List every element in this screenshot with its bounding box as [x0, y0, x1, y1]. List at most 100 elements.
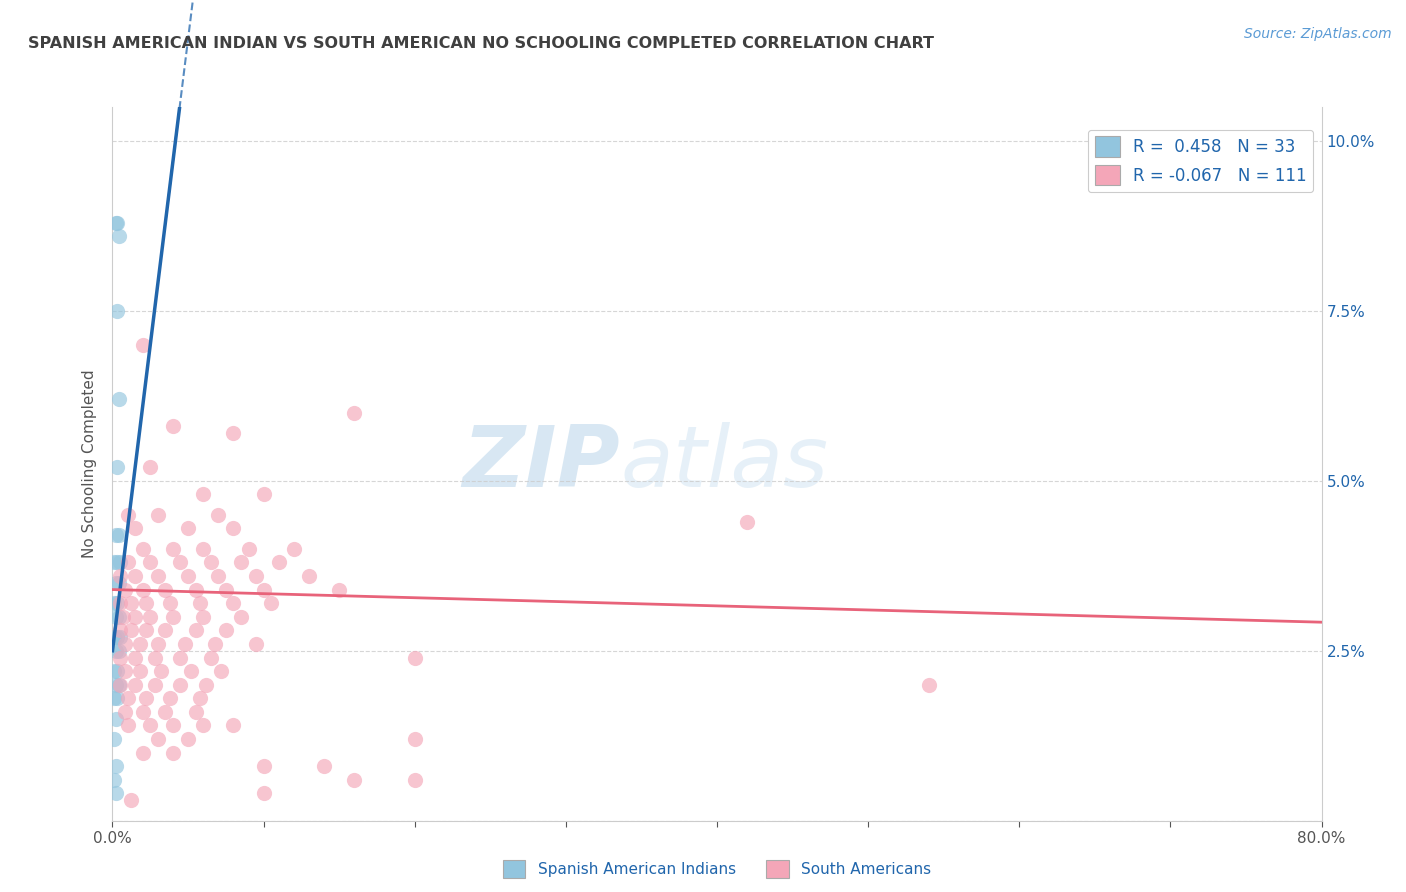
Point: [104, 678, 127, 692]
Point: [104, 759, 127, 773]
Point: [177, 732, 200, 747]
Point: [200, 650, 222, 665]
Point: [253, 787, 276, 801]
Point: [105, 691, 128, 706]
Point: [229, 609, 252, 624]
Point: [105, 630, 128, 644]
Point: [177, 521, 200, 535]
Point: [132, 746, 155, 760]
Point: [188, 596, 211, 610]
Point: [162, 541, 184, 556]
Point: [139, 460, 162, 475]
Y-axis label: No Schooling Completed: No Schooling Completed: [82, 369, 97, 558]
Point: [117, 555, 139, 569]
Point: [107, 644, 129, 658]
Point: [253, 582, 276, 597]
Point: [139, 609, 162, 624]
Point: [177, 569, 200, 583]
Point: [105, 664, 128, 678]
Point: [343, 406, 366, 420]
Point: [328, 582, 350, 597]
Point: [404, 650, 426, 665]
Point: [184, 705, 207, 719]
Point: [283, 541, 305, 556]
Point: [191, 609, 214, 624]
Point: [132, 338, 155, 352]
Text: ZIP: ZIP: [463, 422, 620, 506]
Point: [146, 637, 169, 651]
Point: [195, 678, 218, 692]
Point: [253, 487, 276, 501]
Point: [108, 596, 131, 610]
Point: [169, 678, 191, 692]
Point: [104, 644, 127, 658]
Point: [146, 508, 169, 522]
Point: [107, 392, 129, 407]
Point: [124, 569, 146, 583]
Point: [169, 555, 191, 569]
Point: [139, 555, 162, 569]
Point: [162, 419, 184, 434]
Point: [159, 691, 181, 706]
Point: [112, 609, 135, 624]
Text: SPANISH AMERICAN INDIAN VS SOUTH AMERICAN NO SCHOOLING COMPLETED CORRELATION CHA: SPANISH AMERICAN INDIAN VS SOUTH AMERICA…: [28, 36, 934, 51]
Point: [105, 596, 128, 610]
Point: [169, 650, 191, 665]
Point: [149, 664, 172, 678]
Point: [104, 528, 127, 542]
Point: [222, 596, 245, 610]
Point: [245, 569, 267, 583]
Point: [105, 304, 128, 318]
Point: [207, 508, 229, 522]
Point: [298, 569, 321, 583]
Point: [103, 630, 125, 644]
Point: [314, 759, 336, 773]
Point: [105, 460, 128, 475]
Point: [108, 555, 131, 569]
Point: [146, 732, 169, 747]
Point: [107, 575, 129, 590]
Point: [245, 637, 267, 651]
Point: [120, 596, 142, 610]
Point: [104, 712, 127, 726]
Point: [135, 596, 157, 610]
Point: [229, 555, 252, 569]
Point: [104, 609, 127, 624]
Point: [737, 515, 759, 529]
Point: [105, 216, 128, 230]
Point: [222, 521, 245, 535]
Point: [188, 691, 211, 706]
Point: [114, 637, 136, 651]
Point: [108, 569, 131, 583]
Point: [117, 691, 139, 706]
Point: [103, 691, 125, 706]
Point: [114, 664, 136, 678]
Point: [105, 555, 128, 569]
Text: Source: ZipAtlas.com: Source: ZipAtlas.com: [1244, 27, 1392, 41]
Point: [120, 793, 142, 807]
Point: [132, 541, 155, 556]
Point: [132, 705, 155, 719]
Point: [200, 555, 222, 569]
Point: [132, 582, 155, 597]
Point: [215, 582, 238, 597]
Point: [124, 609, 146, 624]
Point: [404, 772, 426, 787]
Point: [104, 216, 127, 230]
Point: [135, 691, 157, 706]
Point: [103, 732, 125, 747]
Point: [260, 596, 283, 610]
Point: [124, 678, 146, 692]
Point: [253, 759, 276, 773]
Point: [222, 718, 245, 732]
Point: [108, 650, 131, 665]
Point: [159, 596, 181, 610]
Point: [918, 678, 941, 692]
Point: [191, 541, 214, 556]
Point: [103, 596, 125, 610]
Point: [135, 624, 157, 638]
Point: [108, 678, 131, 692]
Point: [191, 487, 214, 501]
Point: [114, 705, 136, 719]
Point: [215, 624, 238, 638]
